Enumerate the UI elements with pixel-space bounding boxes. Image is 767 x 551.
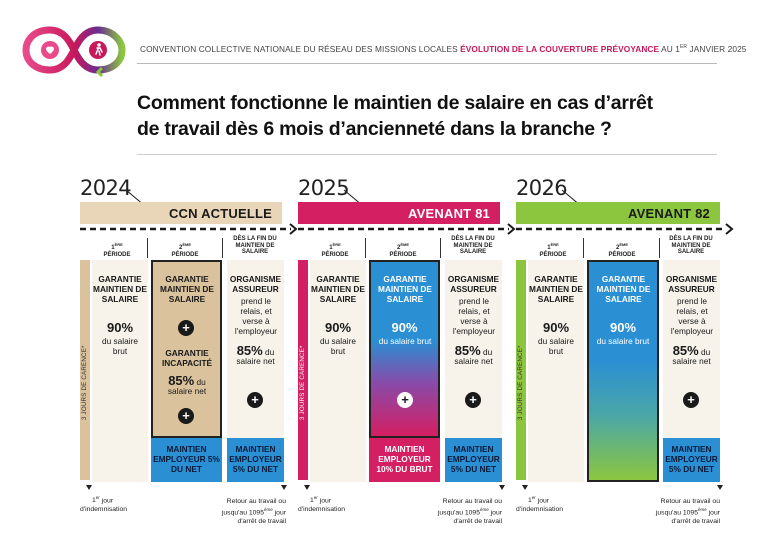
footnote-end: Retour au travail ou jusqu'au 1095ème jo…: [437, 498, 502, 525]
percentage-desc: salaire net: [454, 356, 493, 366]
guarantee-title: GARANTIE INCAPACITÉ: [161, 348, 213, 368]
divider: [365, 238, 366, 258]
year-label: 2024: [80, 176, 132, 200]
period-3-panel: [227, 260, 284, 438]
insurer-desc: prend le relais, et verse à l'employeur: [452, 296, 496, 336]
plus-icon: +: [247, 392, 263, 408]
insurer-title: ORGANISME ASSUREUR: [447, 274, 500, 294]
period-2-panel: [369, 260, 440, 438]
section-label-ccn: CCN ACTUELLE: [80, 202, 282, 224]
footnote-end: Retour au travail ou jusqu'au 1095ème jo…: [221, 498, 286, 525]
year-label: 2025: [298, 176, 350, 200]
divider: [137, 63, 717, 64]
plus-icon: +: [683, 392, 699, 408]
period-header-1: 1ÈRE PÉRIODE: [539, 242, 567, 258]
guarantee-title: GARANTIE MAINTIEN DE SALAIRE: [378, 274, 432, 304]
percentage: 85% du: [168, 373, 206, 388]
carence-label: 3 JOURS DE CARENCE*: [81, 345, 88, 420]
employer-maintenance-block: MAINTIEN EMPLOYEUR 5% DU NET: [663, 438, 720, 482]
percentage: 85% du: [672, 343, 711, 358]
plus-icon: +: [397, 392, 413, 408]
percentage-desc: du salaire brut: [596, 336, 650, 346]
divider: [440, 238, 441, 258]
marker-icon: [86, 485, 92, 490]
marker-icon: [717, 485, 723, 490]
period-header-3: DÈS LA FIN DU MAINTIEN DE SALAIRE: [233, 236, 277, 256]
percentage: 90%: [324, 320, 352, 335]
marker-icon: [499, 485, 505, 490]
carence-label: 3 JOURS DE CARENCE*: [517, 345, 524, 420]
plus-icon: +: [465, 392, 481, 408]
period-header-2: 2ÈME PÉRIODE: [389, 242, 417, 258]
carence-bar: [80, 260, 90, 480]
percentage-desc: du salaire brut: [320, 336, 356, 356]
divider: [222, 238, 223, 258]
percentage-desc: salaire net: [672, 356, 711, 366]
header-line: CONVENTION COLLECTIVE NATIONALE DU RÉSEA…: [140, 44, 747, 54]
guarantee-title: GARANTIE MAINTIEN DE SALAIRE: [529, 274, 583, 304]
employer-maintenance-block: MAINTIEN EMPLOYEUR 5% DU NET: [445, 438, 502, 482]
guarantee-title: GARANTIE MAINTIEN DE SALAIRE: [160, 274, 214, 304]
percentage-desc: salaire net: [167, 386, 207, 396]
plus-icon: +: [178, 408, 194, 424]
page-title: Comment fonctionne le maintien de salair…: [137, 92, 653, 140]
divider: [147, 238, 148, 258]
period-header-3: DÈS LA FIN DU MAINTIEN DE SALAIRE: [669, 236, 713, 256]
guarantee-title: GARANTIE MAINTIEN DE SALAIRE: [93, 274, 147, 304]
guarantee-title: GARANTIE MAINTIEN DE SALAIRE: [596, 274, 651, 304]
insurer-desc: prend le relais, et verse à l'employeur: [234, 296, 278, 336]
period-1-panel: [528, 260, 584, 482]
carence-bar: [298, 260, 308, 480]
employer-maintenance-block: MAINTIEN EMPLOYEUR 5% DU NET: [227, 438, 284, 482]
period-1-panel: [310, 260, 366, 482]
period-header-1: 1ÈRE PÉRIODE: [321, 242, 349, 258]
period-header-2: 2ÈME PÉRIODE: [171, 242, 199, 258]
percentage-desc: du salaire brut: [378, 336, 432, 346]
period-2-panel: [587, 260, 659, 482]
timeline-line: [80, 223, 734, 235]
plus-icon: +: [178, 320, 194, 336]
period-3-panel: [445, 260, 502, 438]
carence-label: 3 JOURS DE CARENCE*: [299, 345, 306, 420]
marker-icon: [304, 485, 310, 490]
marker-icon: [281, 485, 287, 490]
divider: [137, 154, 717, 155]
insurer-title: ORGANISME ASSUREUR: [665, 274, 718, 294]
percentage: 90%: [542, 320, 570, 335]
period-header-3: DÈS LA FIN DU MAINTIEN DE SALAIRE: [451, 236, 495, 256]
footnote-end: Retour au travail ou jusqu'au 1095ème jo…: [655, 498, 720, 525]
section-label-avenant-81: AVENANT 81: [298, 202, 500, 224]
carence-bar: [516, 260, 526, 480]
divider: [583, 238, 584, 258]
percentage-desc: du salaire brut: [102, 336, 138, 356]
employer-maintenance-block: MAINTIEN EMPLOYEUR 10% DU BRUT: [369, 438, 440, 482]
divider: [659, 238, 660, 258]
percentage: 90%: [391, 320, 418, 335]
missions-locales-logo: [22, 26, 126, 78]
period-header-2: 2ÈME PÉRIODE: [608, 242, 636, 258]
percentage-desc: du salaire brut: [538, 336, 574, 356]
percentage: 90%: [106, 320, 134, 335]
period-3-panel: [663, 260, 720, 438]
period-header-1: 1ÈRE PÉRIODE: [103, 242, 131, 258]
footnote-start: 1er jour d'indemnisation: [80, 495, 128, 514]
employer-maintenance-block: MAINTIEN EMPLOYEUR 5% DU NET: [151, 438, 222, 482]
section-label-avenant-82: AVENANT 82: [516, 202, 720, 224]
insurer-desc: prend le relais, et verse à l'employeur: [670, 296, 714, 336]
percentage: 90%: [609, 320, 637, 335]
percentage-desc: salaire net: [236, 356, 275, 366]
footnote-start: 1er jour d'indemnisation: [516, 495, 564, 514]
percentage: 85% du: [454, 343, 493, 358]
footnote-start: 1er jour d'indemnisation: [298, 495, 346, 514]
period-1-panel: [92, 260, 148, 482]
percentage: 85% du: [236, 343, 275, 358]
year-label: 2026: [516, 176, 568, 200]
marker-icon: [522, 485, 528, 490]
guarantee-title: GARANTIE MAINTIEN DE SALAIRE: [311, 274, 365, 304]
insurer-title: ORGANISME ASSUREUR: [229, 274, 282, 294]
